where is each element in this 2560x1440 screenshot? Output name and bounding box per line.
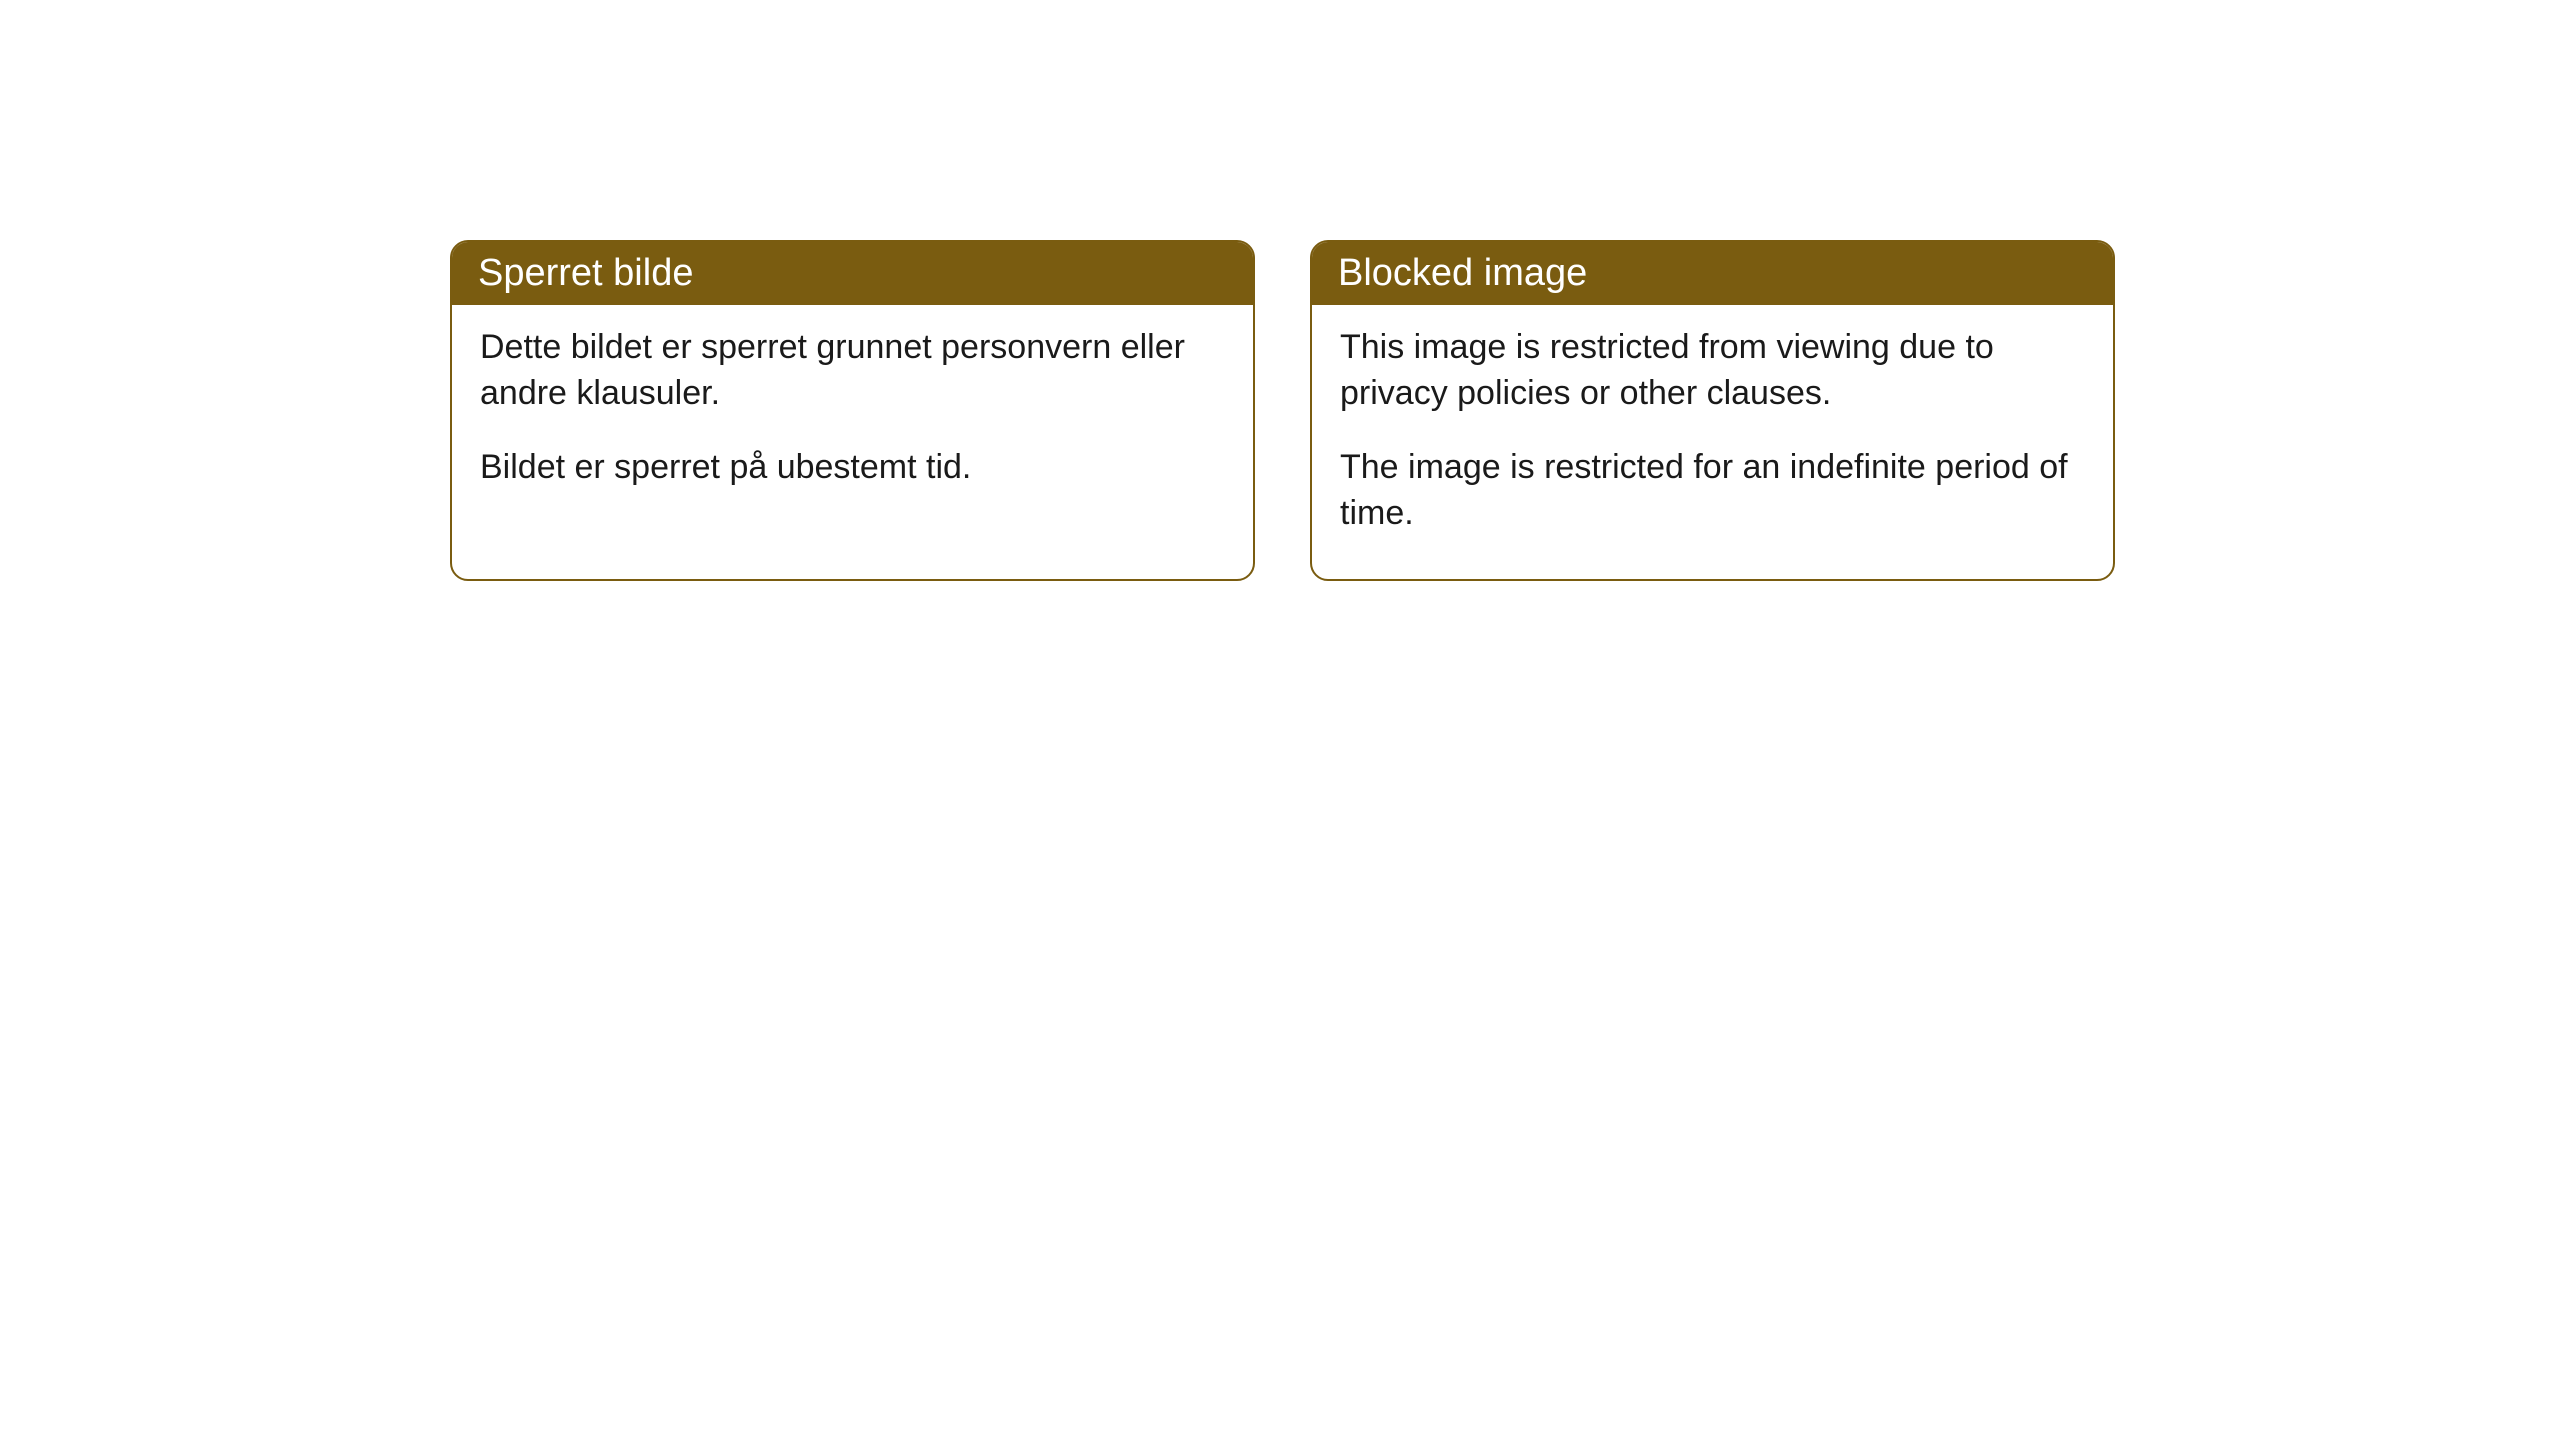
cards-container: Sperret bilde Dette bildet er sperret gr… xyxy=(450,240,2115,581)
card-header-norwegian: Sperret bilde xyxy=(452,242,1253,305)
card-body-english: This image is restricted from viewing du… xyxy=(1312,305,2113,579)
card-paragraph: Bildet er sperret på ubestemt tid. xyxy=(480,445,1225,491)
card-body-norwegian: Dette bildet er sperret grunnet personve… xyxy=(452,305,1253,533)
card-header-english: Blocked image xyxy=(1312,242,2113,305)
card-paragraph: Dette bildet er sperret grunnet personve… xyxy=(480,325,1225,417)
card-paragraph: The image is restricted for an indefinit… xyxy=(1340,445,2085,537)
card-paragraph: This image is restricted from viewing du… xyxy=(1340,325,2085,417)
card-title-english: Blocked image xyxy=(1338,252,1587,294)
card-norwegian: Sperret bilde Dette bildet er sperret gr… xyxy=(450,240,1255,581)
card-english: Blocked image This image is restricted f… xyxy=(1310,240,2115,581)
card-title-norwegian: Sperret bilde xyxy=(478,252,693,294)
